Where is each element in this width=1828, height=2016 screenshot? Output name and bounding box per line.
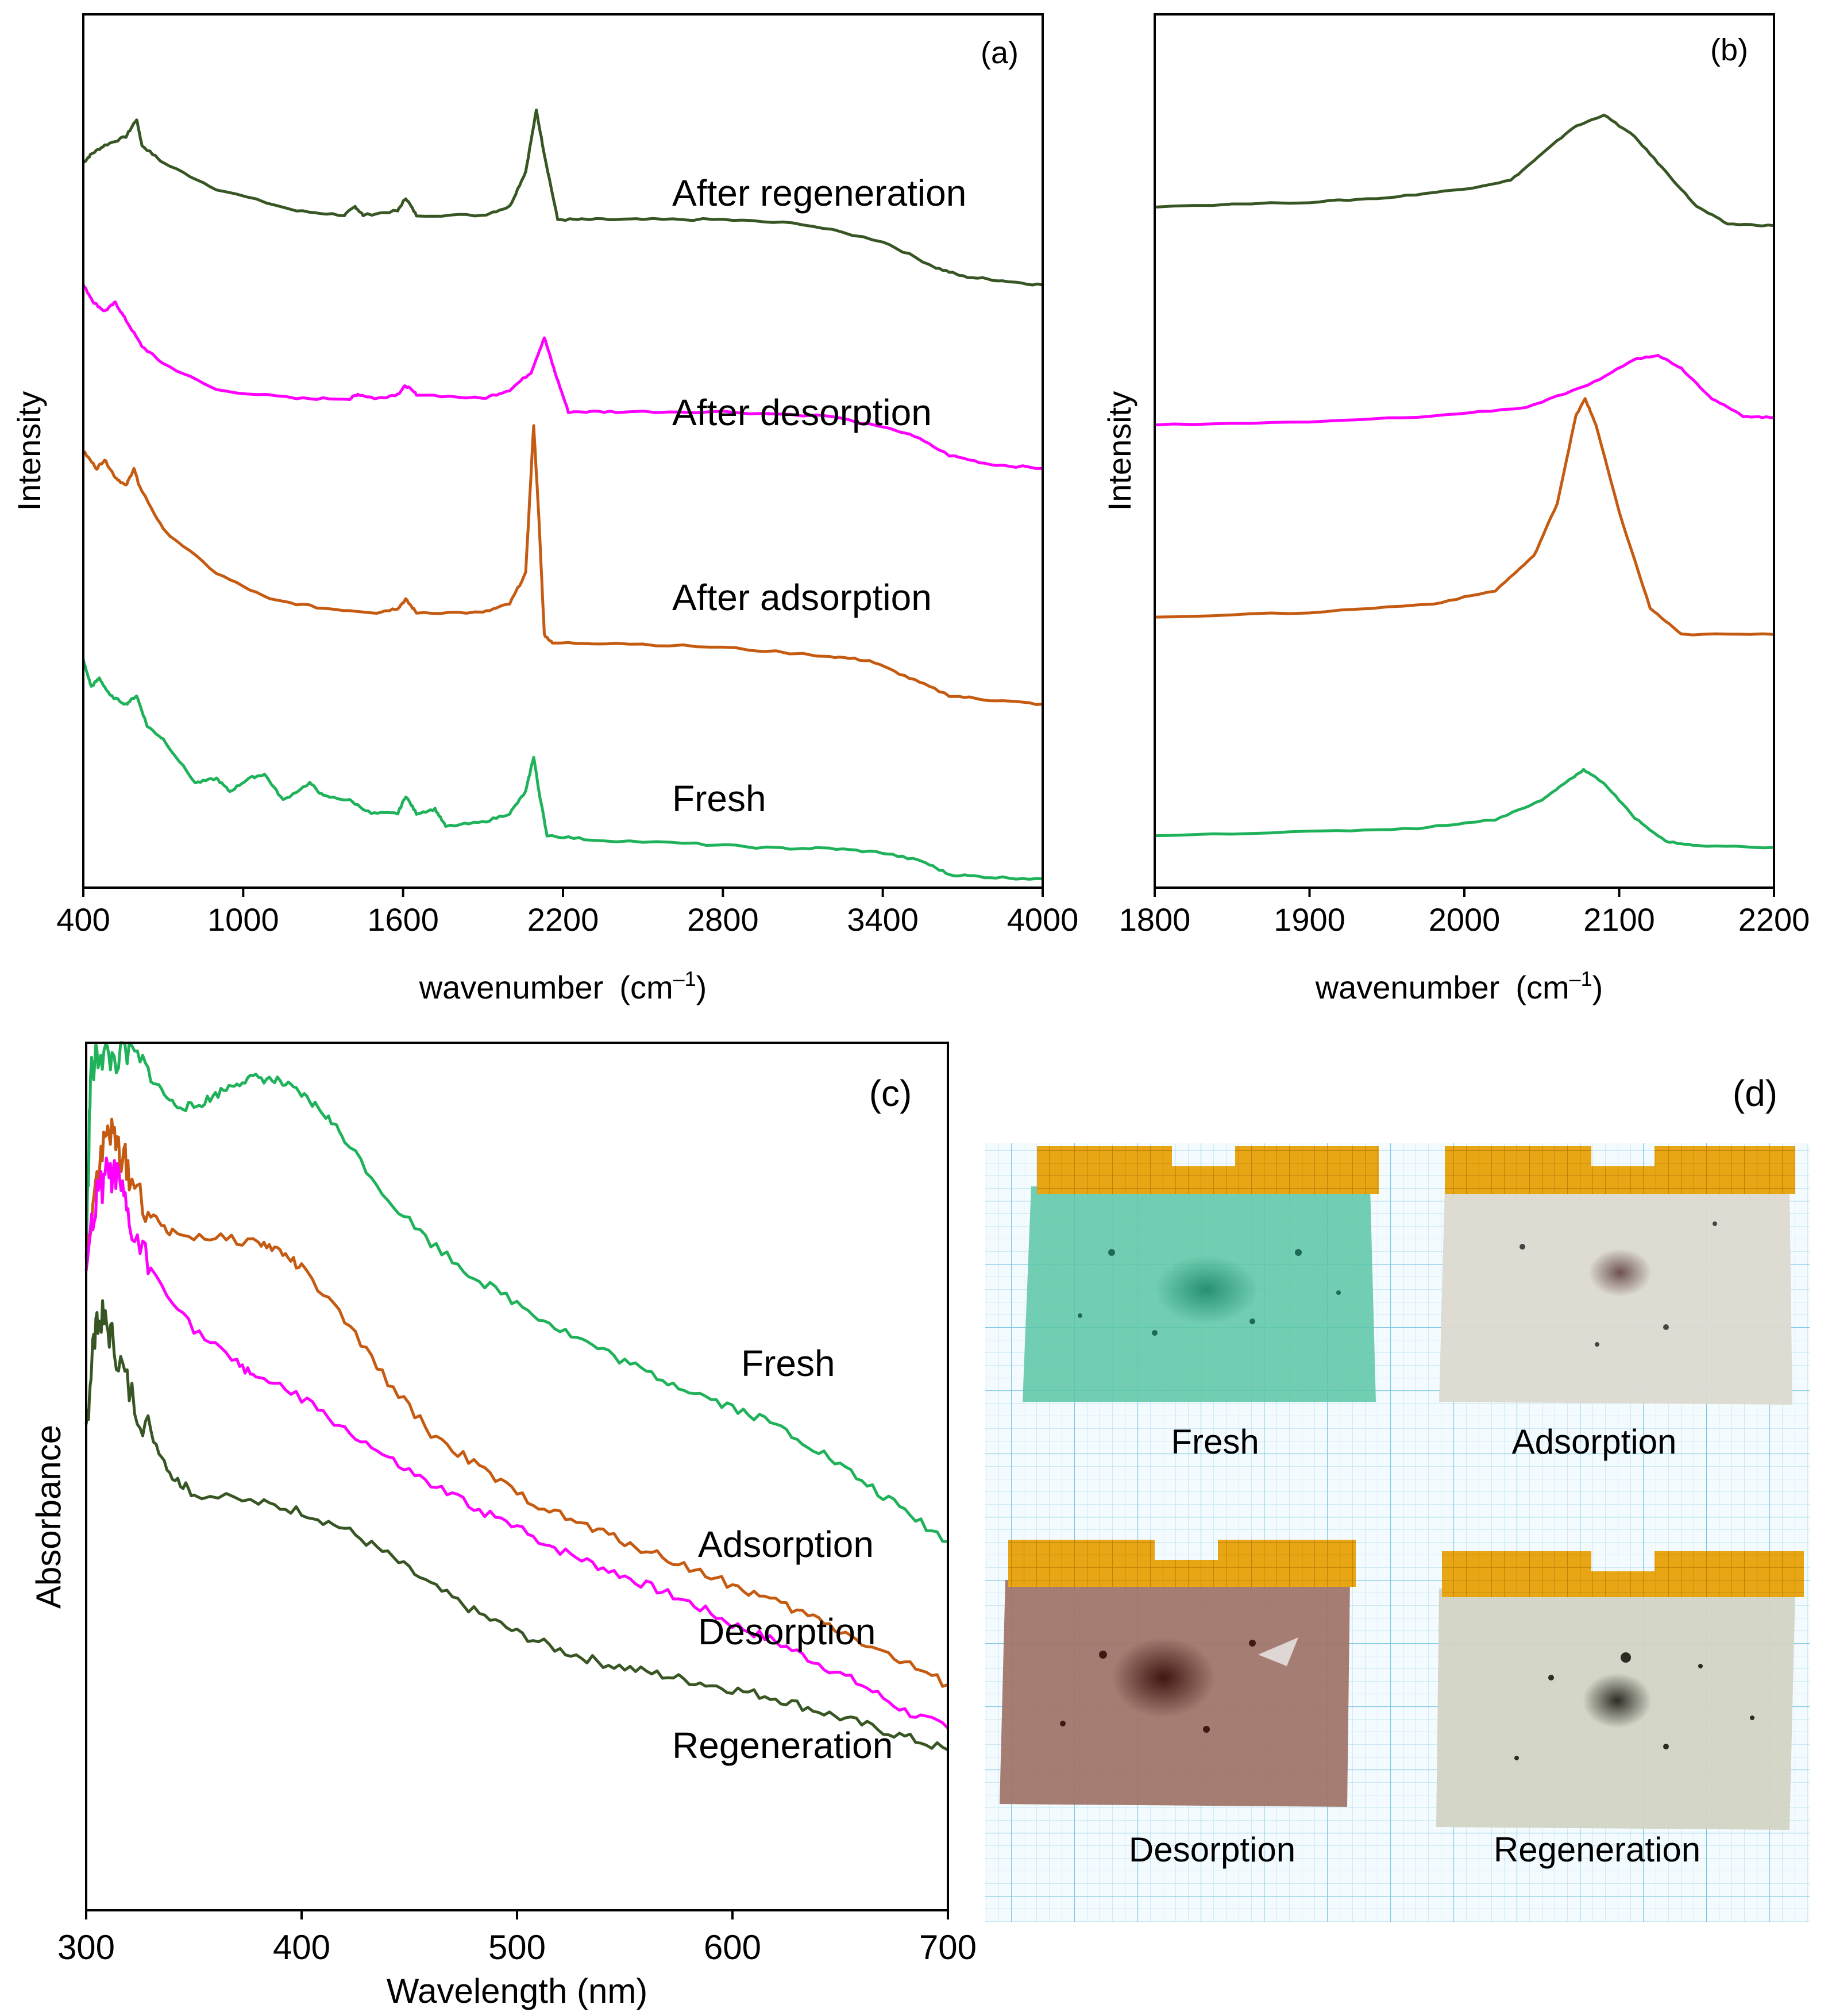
panel-a-xtick-label: 4000 [1007,901,1079,938]
panel-b-ticks: 1800 1900 2000 2100 2200 [1119,888,1810,938]
panel-a-xtick-label: 2200 [527,901,599,938]
panel-b: 1800 1900 2000 2100 2200 (b) Intensity waven… [1101,13,1810,1005]
panel-c-xtick-label: 700 [919,1928,977,1967]
film-fresh: Fresh [1023,1146,1379,1461]
panel-c-label-adsorption: Adsorption [698,1524,874,1565]
panel-c-line-desorption [84,1157,949,1729]
panel-a-line-fresh [82,659,1043,881]
film-label-regeneration: Regeneration [1494,1830,1700,1869]
panel-c-label-desorption: Desorption [698,1611,876,1652]
panel-a-label-adsorption: After adsorption [672,577,932,618]
film-regeneration: Regeneration [1436,1551,1804,1869]
panel-c-label-regeneration: Regeneration [672,1725,893,1766]
panel-c-letter: (c) [869,1073,912,1114]
panel-a-xtick-label: 1600 [367,901,439,938]
panel-c-xtick-label: 300 [57,1928,115,1967]
panel-a-label-regeneration: After regeneration [672,172,966,214]
panel-c-label-fresh: Fresh [741,1343,835,1384]
panel-b-series [1154,113,1775,850]
panel-c-xtick-label: 600 [704,1928,761,1967]
panel-a-ticks: 400 1000 1600 2200 2800 3400 4000 [56,888,1078,938]
panel-b-line-adsorption [1154,397,1775,637]
panel-b-xtick-label: 2100 [1583,901,1655,938]
panel-a-label-fresh: Fresh [672,778,766,819]
panel-c: 300 400 500 600 700 (c) Fresh Adsorption Des… [29,1041,977,2010]
panel-a-letter: (a) [981,36,1019,70]
panel-c-xtick-label: 500 [488,1928,546,1967]
panel-d-letter: (d) [1733,1073,1777,1114]
panel-b-line-fresh [1154,768,1775,850]
film-label-fresh: Fresh [1171,1423,1259,1461]
panel-a-xtick-label: 400 [56,901,110,938]
panel-d: (d) Fresh Adsorption [985,1073,1810,1922]
panel-a-ylabel: Intensity [11,391,47,511]
panel-b-xtick-label: 2000 [1429,901,1501,938]
panel-c-series [84,1041,949,1751]
panel-a-xlabel: wavenumber (cm–1) [419,967,707,1005]
panel-a: 400 1000 1600 2200 2800 3400 4000 (a) After re… [11,13,1078,1005]
film-label-desorption: Desorption [1129,1830,1295,1869]
panel-c-ylabel: Absorbance [29,1425,68,1609]
panel-a-xtick-label: 1000 [207,901,279,938]
panel-a-line-regeneration [82,108,1043,287]
panel-c-line-adsorption [84,1117,948,1688]
panel-a-plot-frame [82,13,1044,889]
panel-a-series [82,108,1043,881]
panel-b-xlabel: wavenumber (cm–1) [1315,967,1603,1005]
panel-b-xtick-label: 1800 [1119,901,1191,938]
panel-c-xtick-label: 400 [273,1928,330,1967]
panel-b-line-regeneration [1154,113,1775,228]
panel-a-line-adsorption [83,424,1043,706]
panel-c-plot-frame [85,1042,949,1911]
panel-b-line-desorption [1154,354,1775,427]
panel-b-plot-frame [1154,13,1775,889]
panel-c-line-fresh [84,1041,948,1543]
panel-a-line-desorption [82,284,1043,470]
panel-b-xtick-label: 2200 [1738,901,1810,938]
panel-c-xlabel: Wavelength (nm) [387,1972,648,2010]
panel-a-xtick-label: 3400 [847,901,919,938]
panel-c-line-regeneration [84,1299,949,1751]
panel-a-label-desorption: After desorption [672,392,932,433]
panel-a-xtick-label: 2800 [687,901,759,938]
panel-b-ylabel: Intensity [1101,391,1137,511]
panel-b-xtick-label: 1900 [1274,901,1345,938]
panel-b-letter: (b) [1710,33,1748,67]
film-adsorption: Adsorption [1439,1146,1795,1461]
film-desorption: Desorption [1000,1540,1356,1869]
film-label-adsorption: Adsorption [1512,1423,1677,1461]
panel-c-ticks: 300 400 500 600 700 [57,1910,977,1967]
